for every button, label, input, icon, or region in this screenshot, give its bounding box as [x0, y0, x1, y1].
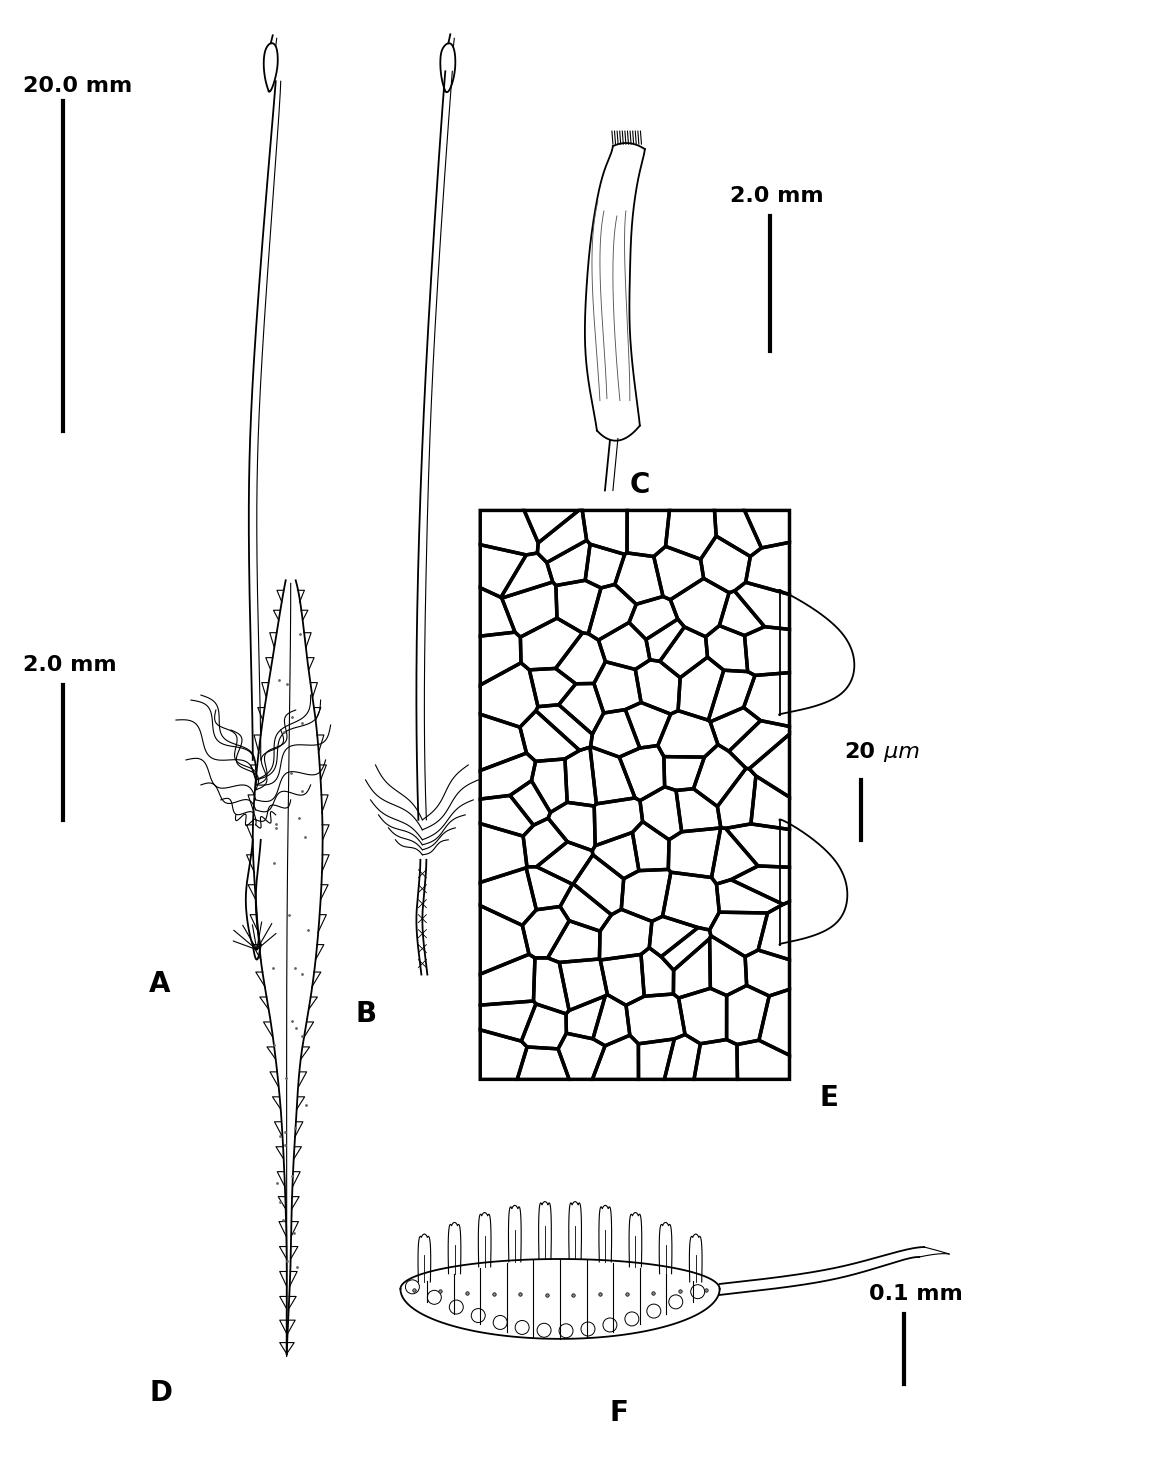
Text: D: D [150, 1378, 172, 1406]
Text: μm: μm [877, 741, 920, 762]
Text: 2.0 mm: 2.0 mm [730, 185, 823, 206]
Text: E: E [819, 1084, 838, 1112]
Text: A: A [150, 969, 170, 997]
Text: C: C [629, 471, 650, 499]
Text: B: B [356, 999, 377, 1028]
Text: F: F [610, 1399, 629, 1427]
Text: 20.0 mm: 20.0 mm [23, 76, 132, 96]
Text: 0.1 mm: 0.1 mm [869, 1284, 963, 1303]
Text: 20: 20 [845, 741, 875, 762]
Text: 2.0 mm: 2.0 mm [23, 655, 117, 675]
